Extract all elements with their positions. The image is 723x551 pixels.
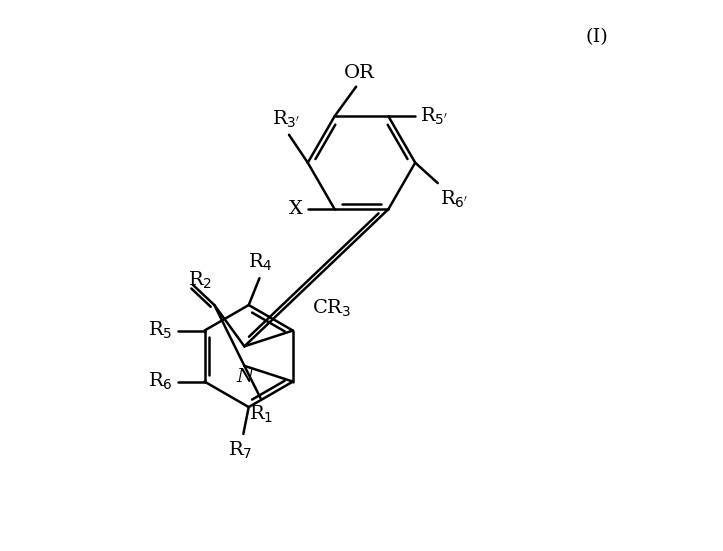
- Text: (I): (I): [586, 29, 609, 46]
- Text: R$_{5'}$: R$_{5'}$: [419, 106, 448, 127]
- Text: OR: OR: [343, 64, 375, 82]
- Text: CR$_3$: CR$_3$: [312, 298, 351, 318]
- Text: R$_4$: R$_4$: [248, 251, 273, 273]
- Text: R$_7$: R$_7$: [228, 439, 253, 461]
- Text: R$_1$: R$_1$: [249, 403, 274, 425]
- Text: R$_6$: R$_6$: [147, 371, 172, 392]
- Text: R$_5$: R$_5$: [148, 320, 172, 341]
- Text: R$_2$: R$_2$: [188, 270, 213, 291]
- Text: N: N: [237, 369, 254, 386]
- Text: R$_{6'}$: R$_{6'}$: [440, 188, 469, 210]
- Text: X: X: [288, 200, 302, 218]
- Text: R$_{3'}$: R$_{3'}$: [272, 109, 300, 131]
